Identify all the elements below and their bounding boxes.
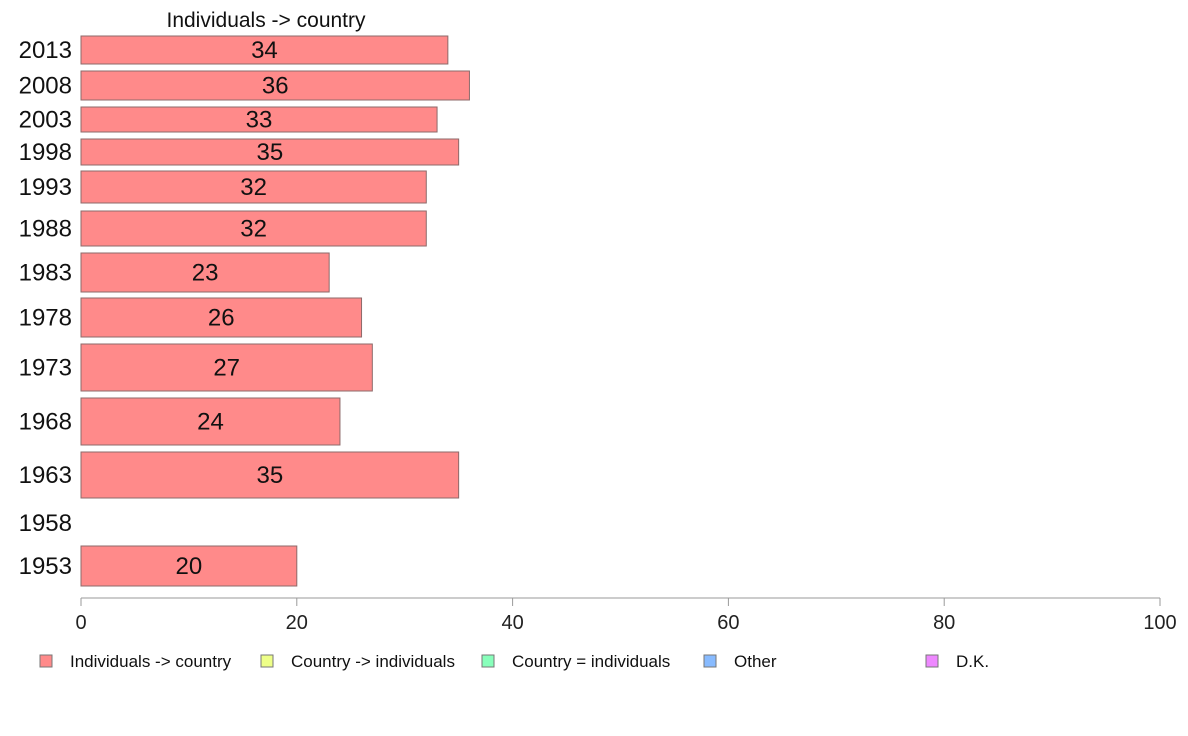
legend: Individuals -> country Country -> individ… bbox=[39, 652, 989, 671]
y-category-label: 2008 bbox=[19, 73, 72, 100]
legend-swatch bbox=[481, 654, 495, 668]
x-tick-label: 80 bbox=[933, 612, 955, 634]
bar-value-label: 33 bbox=[246, 107, 273, 134]
bars-group: 34 36 33 35 32 32 23 26 27 24 35 20 bbox=[80, 35, 470, 587]
y-category-label: 1953 bbox=[19, 553, 72, 580]
bar bbox=[80, 451, 460, 499]
y-category-label: 1988 bbox=[19, 216, 72, 243]
legend-swatch bbox=[39, 654, 53, 668]
y-category-label: 1958 bbox=[19, 510, 72, 537]
x-axis-ticks: 0 20 40 60 80 100 bbox=[75, 598, 1177, 634]
legend-swatch bbox=[925, 654, 939, 668]
legend-label: D.K. bbox=[956, 652, 989, 671]
y-category-label: 1993 bbox=[19, 174, 72, 201]
bar-value-label: 36 bbox=[262, 73, 289, 100]
bar-value-label: 26 bbox=[208, 305, 235, 332]
bar bbox=[80, 297, 363, 338]
bar-value-label: 24 bbox=[197, 409, 224, 436]
y-axis-labels: 2013 2008 2003 1998 1993 1988 1983 1978 1973 1968… bbox=[19, 37, 72, 580]
bar bbox=[80, 210, 427, 247]
legend-label: Individuals -> country bbox=[70, 652, 232, 671]
x-tick-label: 40 bbox=[501, 612, 523, 634]
bar-value-label: 34 bbox=[251, 37, 278, 64]
legend-label: Other bbox=[734, 652, 777, 671]
bar-value-label: 35 bbox=[256, 462, 283, 489]
bar bbox=[80, 545, 298, 587]
legend-swatch bbox=[703, 654, 717, 668]
y-category-label: 1983 bbox=[19, 260, 72, 287]
bar bbox=[80, 343, 373, 392]
bar bbox=[80, 397, 341, 446]
y-category-label: 2013 bbox=[19, 37, 72, 64]
legend-label: Country -> individuals bbox=[291, 652, 455, 671]
bar bbox=[80, 170, 427, 204]
x-tick-label: 60 bbox=[717, 612, 739, 634]
bar-value-label: 27 bbox=[213, 355, 240, 382]
bar-value-label: 23 bbox=[192, 260, 219, 287]
y-category-label: 1978 bbox=[19, 305, 72, 332]
bar bbox=[80, 138, 460, 166]
x-tick-label: 20 bbox=[286, 612, 308, 634]
legend-swatch bbox=[260, 654, 274, 668]
bar bbox=[80, 106, 438, 133]
x-tick-label: 0 bbox=[75, 612, 86, 634]
bar-value-label: 32 bbox=[240, 216, 267, 243]
bar bbox=[80, 35, 449, 65]
y-category-label: 2003 bbox=[19, 107, 72, 134]
bar-value-label: 20 bbox=[176, 553, 203, 580]
y-category-label: 1963 bbox=[19, 462, 72, 489]
y-category-label: 1973 bbox=[19, 355, 72, 382]
chart-title: Individuals -> country bbox=[166, 9, 366, 32]
bar bbox=[80, 70, 470, 101]
legend-label: Country = individuals bbox=[512, 652, 670, 671]
bar bbox=[80, 252, 330, 293]
bar-value-label: 35 bbox=[256, 139, 283, 166]
bar-value-label: 32 bbox=[240, 174, 267, 201]
y-category-label: 1968 bbox=[19, 409, 72, 436]
y-category-label: 1998 bbox=[19, 139, 72, 166]
x-tick-label: 100 bbox=[1143, 612, 1176, 634]
